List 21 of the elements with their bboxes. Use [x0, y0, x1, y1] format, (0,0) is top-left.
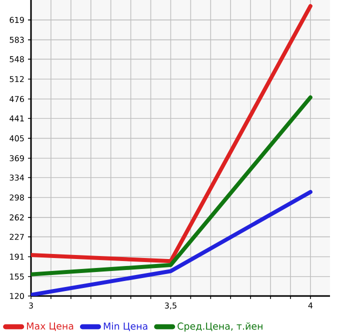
y-tick-label: 262 [10, 214, 24, 220]
y-tick-label: 227 [10, 234, 24, 240]
y-tick-label: 619 [10, 16, 24, 23]
y-tick-label: 476 [10, 96, 24, 102]
x-tick-label: 4 [308, 302, 313, 308]
y-tick-label: 369 [10, 155, 24, 162]
y-tick-label: 155 [10, 274, 24, 280]
legend-label: Max Цена [27, 322, 74, 331]
y-tick-label: 583 [10, 36, 24, 43]
y-tick-label: 512 [10, 76, 24, 82]
x-tick-label: 3 [29, 302, 33, 309]
y-tick-label: 405 [10, 135, 24, 142]
y-tick-label: 191 [10, 254, 24, 260]
y-tick-label: 334 [10, 174, 24, 181]
y-tick-label: 120 [10, 292, 24, 300]
legend-label: Сред.Цена, т.йен [178, 322, 262, 332]
x-tick-label: 3,5 [164, 302, 176, 310]
legend-label: Min Цена [104, 322, 148, 332]
y-tick-label: 298 [10, 194, 24, 201]
y-tick-label: 548 [10, 56, 24, 62]
y-tick-label: 441 [10, 115, 24, 122]
